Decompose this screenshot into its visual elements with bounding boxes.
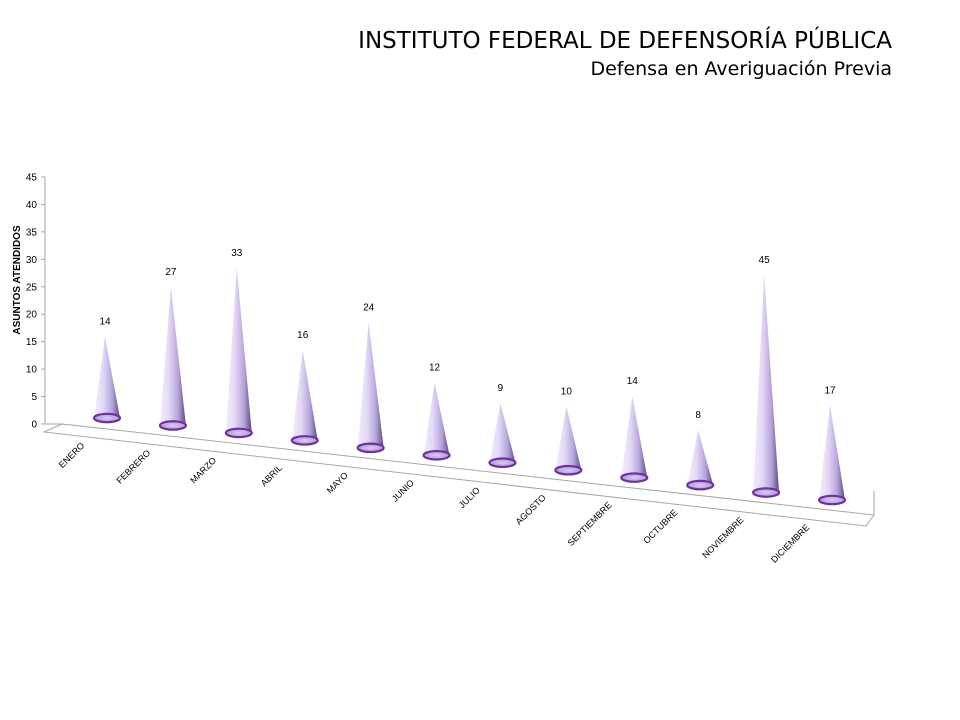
- cone-junio: [422, 382, 451, 461]
- data-label: 14: [627, 376, 639, 387]
- x-category-label: MARZO: [188, 455, 218, 485]
- y-tick-label: 10: [26, 365, 38, 376]
- x-category-label: NOVIEMBRE: [700, 515, 745, 560]
- x-category-label: ENERO: [57, 440, 87, 470]
- cone-octubre: [686, 429, 715, 491]
- cone-body: [225, 268, 252, 438]
- data-label: 14: [99, 317, 111, 328]
- data-label: 33: [231, 248, 243, 259]
- cone-base: [422, 449, 451, 461]
- cone-base: [817, 494, 847, 506]
- cone-base: [290, 435, 319, 446]
- x-category-label: JUNIO: [390, 478, 416, 504]
- cone-base: [751, 487, 781, 498]
- title-block: INSTITUTO FEDERAL DE DEFENSORÍA PÚBLICA …: [358, 26, 892, 82]
- cone-noviembre: [751, 274, 781, 498]
- data-label: 24: [363, 302, 375, 313]
- cone-mayo: [356, 322, 385, 454]
- cone-base: [158, 420, 188, 431]
- cone-body: [159, 286, 186, 430]
- cone-body: [357, 322, 384, 453]
- chart-title: INSTITUTO FEDERAL DE DEFENSORÍA PÚBLICA: [358, 28, 892, 54]
- cone-base: [92, 412, 122, 424]
- y-tick-label: 0: [31, 420, 37, 431]
- x-category-label: MAYO: [325, 470, 350, 495]
- data-label: 9: [498, 383, 504, 394]
- x-category-label: OCTUBRE: [641, 507, 679, 545]
- cone-julio: [488, 403, 517, 469]
- y-tick-label: 5: [31, 392, 37, 403]
- cone-body: [94, 336, 120, 423]
- cone-base: [686, 479, 715, 491]
- x-category-label: DICIEMBRE: [769, 522, 811, 564]
- cone-body: [819, 405, 845, 505]
- x-category-label: JULIO: [457, 485, 482, 510]
- cone-body: [291, 350, 318, 445]
- data-label: 27: [165, 267, 177, 278]
- cone-body: [687, 429, 714, 490]
- data-label: 10: [561, 386, 573, 397]
- cone-abril: [290, 350, 319, 446]
- y-axis-title: ASUNTOS ATENDIDOS: [12, 225, 23, 335]
- data-label: 12: [429, 363, 441, 374]
- cone-body: [423, 382, 450, 460]
- cone-marzo: [224, 268, 253, 439]
- y-tick-label: 45: [26, 173, 38, 184]
- data-label: 8: [695, 410, 701, 421]
- cone-base: [488, 457, 517, 469]
- y-tick-label: 25: [26, 282, 38, 293]
- cone-body: [753, 274, 780, 497]
- cone-base: [356, 442, 385, 454]
- floor-plane: [42, 423, 875, 527]
- cone-base: [224, 427, 253, 439]
- y-tick-label: 30: [26, 255, 38, 266]
- cone-diciembre: [817, 405, 847, 506]
- data-label: 16: [297, 330, 309, 341]
- x-category-label: FEBRERO: [114, 448, 152, 486]
- chart-subtitle: Defensa en Averiguación Previa: [590, 58, 892, 80]
- y-tick-label: 20: [26, 310, 38, 321]
- x-category-label: ABRIL: [259, 463, 284, 488]
- data-label: 17: [824, 385, 836, 396]
- cone-septiembre: [620, 396, 649, 483]
- cone-febrero: [158, 286, 188, 431]
- y-tick-label: 35: [26, 227, 38, 238]
- cone-body: [489, 403, 516, 467]
- y-tick-label: 15: [26, 337, 38, 348]
- y-tick-label: 40: [26, 200, 38, 211]
- x-category-label: SEPTIEMBRE: [566, 500, 614, 548]
- cone-body: [555, 406, 582, 475]
- cone-base: [620, 472, 649, 483]
- x-category-label: AGOSTO: [514, 493, 548, 527]
- data-label: 45: [759, 255, 771, 266]
- cone-enero: [92, 336, 122, 424]
- cone-agosto: [554, 406, 583, 476]
- cone-base: [554, 464, 583, 476]
- cone-body: [621, 396, 648, 482]
